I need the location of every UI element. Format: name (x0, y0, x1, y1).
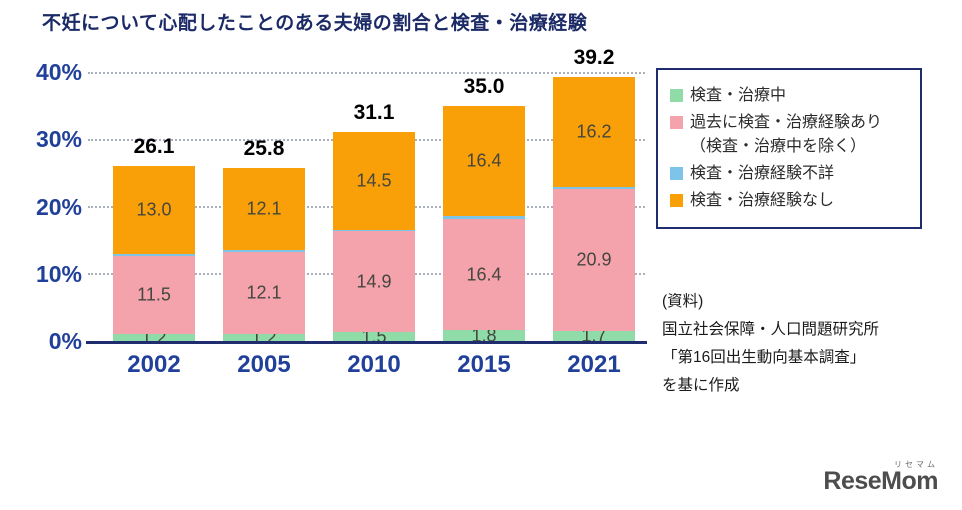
y-axis: 40% 30% 20% 10% 0% (6, 0, 82, 400)
x-axis-labels: 2002 2005 2010 2015 2021 (88, 351, 645, 385)
bar-total-label: 25.8 (243, 136, 285, 160)
legend-label-line2: （検査・治療中を除く） (690, 138, 867, 155)
source-line: を基に作成 (662, 376, 740, 394)
legend-swatch-pink (670, 116, 683, 129)
bar-total-label: 39.2 (573, 46, 615, 70)
bar-total-label: 35.0 (463, 74, 505, 98)
segment-value-label: 12.1 (246, 282, 282, 303)
bar-segment: 16.2 (553, 77, 635, 187)
x-axis-line (86, 341, 647, 344)
legend-item-treating: 検査・治療中 (670, 84, 912, 108)
segment-value-label: 14.5 (356, 170, 392, 191)
segment-value-label: 11.5 (137, 284, 171, 305)
bar-segment: 20.9 (553, 189, 635, 331)
legend-label: 検査・治療経験なし (690, 192, 835, 209)
source-note: (資料) 国立社会保障・人口問題研究所 「第16回出生動向基本調査」 を基に作成 (662, 288, 879, 400)
legend: 検査・治療中 過去に検査・治療経験あり （検査・治療中を除く） 検査・治療経験不詳… (656, 68, 922, 229)
source-line: (資料) (662, 293, 704, 310)
gridline-40 (88, 72, 645, 74)
bar-segment (553, 186, 635, 190)
segment-value-label: 20.9 (576, 249, 612, 270)
x-axis-label: 2015 (457, 351, 511, 378)
bar-group-2005: 1.2 12.1 12.1 25.8 (223, 72, 305, 347)
y-tick-10: 10% (35, 261, 82, 287)
segment-value-label: 16.4 (466, 150, 502, 171)
logo-ruby-text: リセマム (894, 460, 938, 469)
legend-swatch-green (670, 89, 683, 102)
segment-value-label: 1.8 (471, 325, 497, 346)
legend-item-past-experience: 過去に検査・治療経験あり （検査・治療中を除く） (670, 111, 912, 159)
legend-label-line1: 過去に検査・治療経験あり (690, 114, 883, 131)
bar-segment: 1.7 (553, 326, 635, 346)
plot-area: 1.2 11.5 13.0 26.1 1.2 12.1 12.1 25.8 1.5 14.9 14.… (88, 46, 645, 347)
bar-total-label: 26.1 (133, 134, 175, 158)
bar-group-2021: 1.7 20.9 16.2 39.2 (553, 46, 635, 346)
x-axis-label: 2021 (567, 351, 621, 378)
segment-value-label: 16.2 (576, 121, 612, 142)
legend-swatch-orange (670, 194, 683, 207)
bar-segment: 12.1 (223, 252, 305, 334)
x-axis-label: 2005 (237, 351, 291, 378)
bar-segment: 14.5 (333, 132, 415, 230)
x-axis-label: 2010 (347, 351, 401, 378)
segment-value-label: 14.9 (356, 271, 392, 292)
segment-value-label: 12.1 (246, 198, 282, 219)
legend-label: 過去に検査・治療経験あり （検査・治療中を除く） (690, 111, 882, 159)
source-line: 「第16回出生動向基本調査」 (662, 348, 866, 366)
bar-segment (333, 229, 415, 232)
bar-segment (443, 216, 525, 220)
segment-value-label: 16.4 (466, 264, 502, 285)
y-tick-20: 20% (35, 194, 82, 220)
legend-label: 検査・治療経験不詳 (690, 165, 835, 182)
chart-title: 不妊について心配したことのある夫婦の割合と検査・治療経験 (42, 13, 588, 34)
y-tick-30: 30% (35, 126, 82, 152)
bar-group-2015: 1.8 16.4 16.4 35.0 (443, 72, 525, 345)
bar-segment: 13.0 (113, 165, 195, 254)
bar-total-label: 31.1 (353, 101, 395, 125)
legend-swatch-blue (670, 167, 683, 180)
legend-item-none: 検査・治療経験なし (670, 189, 912, 213)
bar-segment (223, 249, 305, 253)
bar-segment (113, 253, 195, 257)
legend-item-unknown: 検査・治療経験不詳 (670, 162, 912, 186)
x-axis-label: 2002 (127, 351, 181, 378)
segment-value-label: 1.7 (581, 325, 607, 346)
y-tick-0: 0% (48, 328, 82, 354)
y-tick-40: 40% (35, 59, 82, 85)
segment-value-label: 13.0 (136, 199, 172, 220)
logo-wordmark: ReseMom (823, 467, 938, 495)
resemom-logo: リセマム ReseMom (823, 459, 938, 496)
bar-segment: 11.5 (113, 256, 195, 334)
bar-group-2010: 1.5 14.9 14.5 31.1 (333, 72, 415, 346)
bar-segment: 12.1 (223, 167, 305, 250)
legend-label: 検査・治療中 (690, 87, 787, 104)
bar-segment: 16.4 (443, 219, 525, 330)
bar-segment: 16.4 (443, 105, 525, 217)
bar-group-2002: 1.2 11.5 13.0 26.1 (113, 72, 195, 347)
bar-segment: 14.9 (333, 231, 415, 332)
source-line: 国立社会保障・人口問題研究所 (662, 320, 880, 338)
bar-segment: 1.8 (443, 325, 525, 345)
